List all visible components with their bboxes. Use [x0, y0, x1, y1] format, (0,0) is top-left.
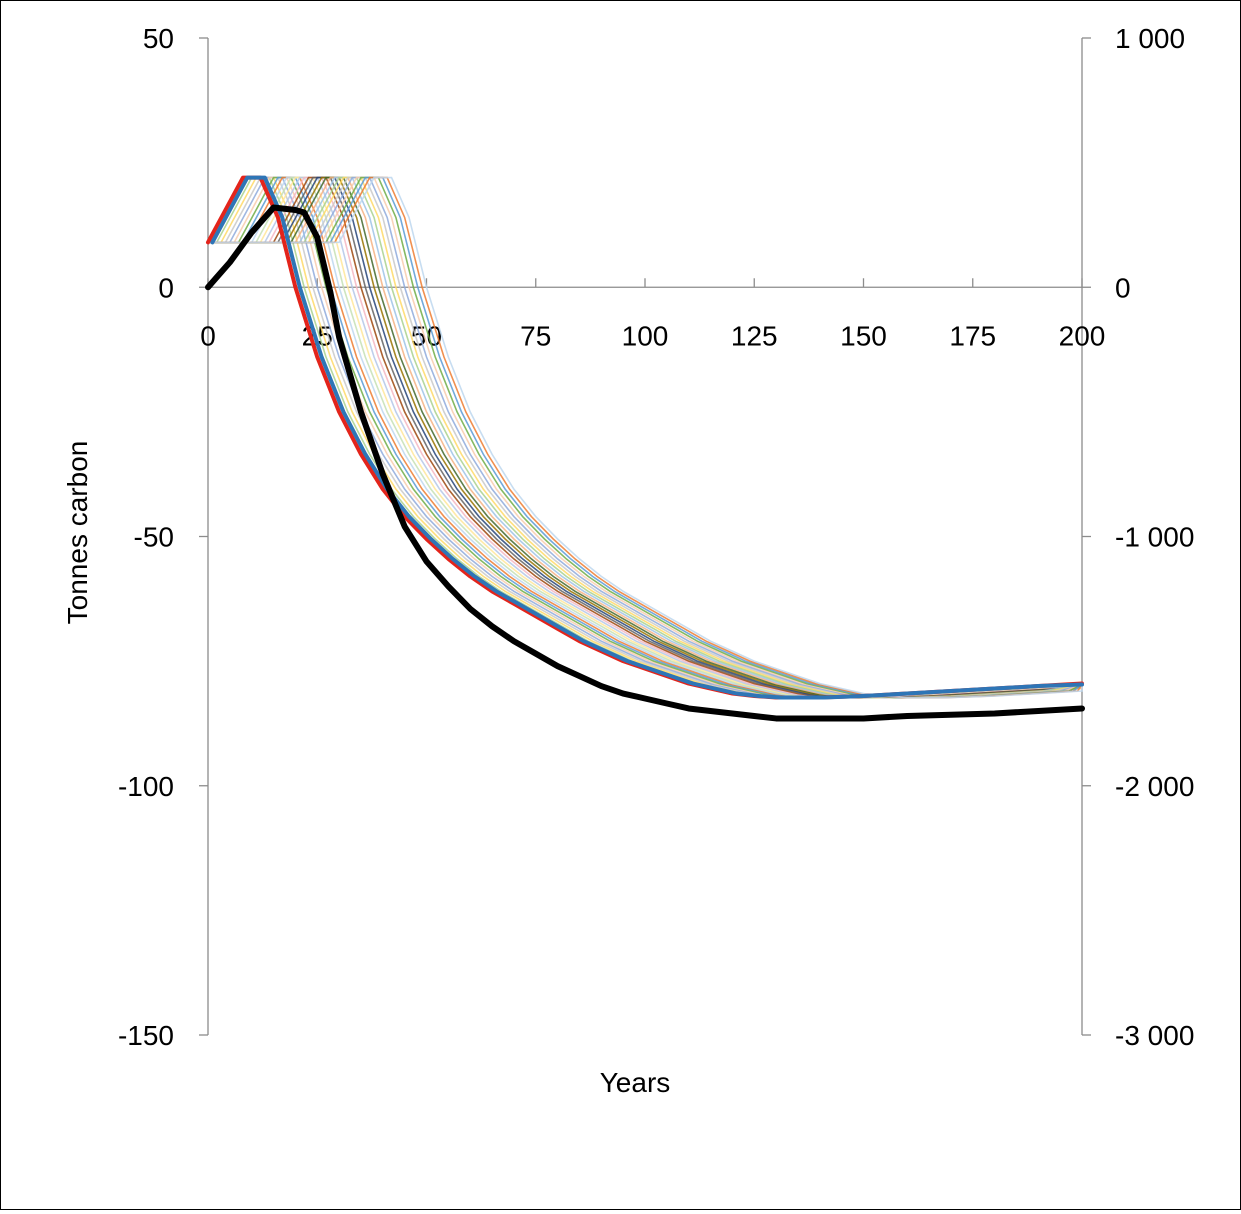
x-tick-label: 0: [200, 320, 216, 351]
y-right-tick-label: 1 000: [1115, 23, 1185, 54]
y-axis-title: Tonnes carbon: [62, 441, 93, 625]
x-tick-label: 125: [731, 320, 778, 351]
bundle-line: [208, 176, 1083, 699]
y-left-tick-label: -100: [118, 771, 174, 802]
x-tick-label: 100: [622, 320, 669, 351]
y-left-tick-label: -150: [118, 1020, 174, 1051]
y-left-tick-label: 50: [143, 23, 174, 54]
x-tick-label: 200: [1059, 320, 1106, 351]
y-right-tick-label: -1 000: [1115, 522, 1194, 553]
y-left-tick-label: -50: [134, 522, 174, 553]
x-tick-label: 75: [520, 320, 551, 351]
y-left-tick-label: 0: [158, 272, 174, 303]
x-axis-title: Years: [600, 1067, 671, 1098]
series-line-1: [210, 175, 1084, 700]
y-right-tick-label: -3 000: [1115, 1020, 1194, 1051]
cumulative-series-line: [205, 204, 1085, 722]
x-tick-label: 150: [840, 320, 887, 351]
x-tick-label: 175: [949, 320, 996, 351]
y-right-tick-label: -2 000: [1115, 771, 1194, 802]
y-right-tick-label: 0: [1115, 272, 1131, 303]
